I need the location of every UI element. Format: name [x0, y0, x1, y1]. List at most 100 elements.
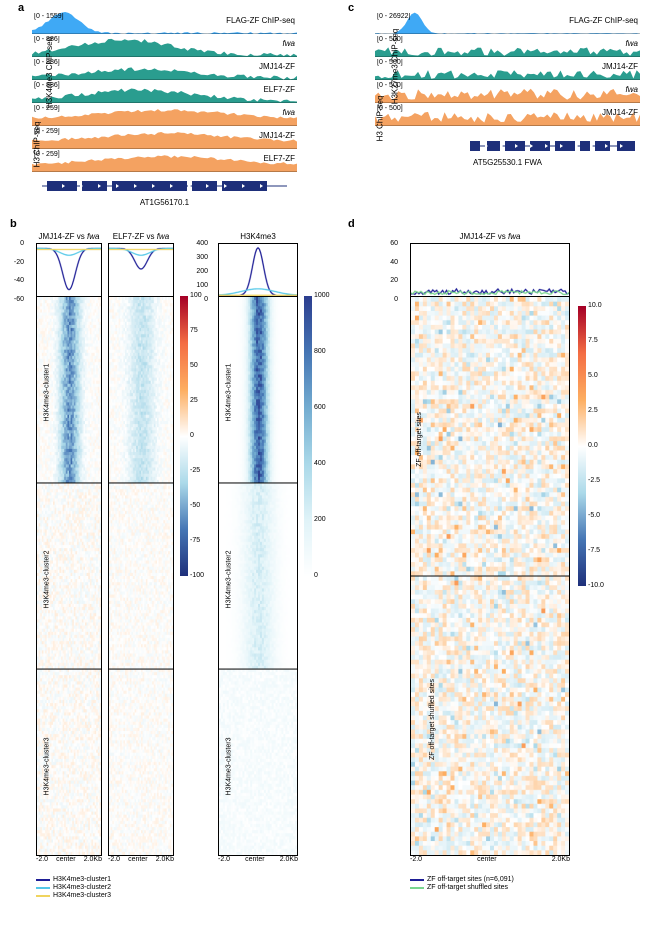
axis-tick-label: 2.0Kb — [156, 856, 174, 863]
legend-swatch — [36, 895, 50, 897]
panel-c-label: c — [348, 2, 354, 14]
track-label: fwa — [283, 39, 295, 48]
chipseq-side-label: H3 ChIP-seq — [375, 96, 384, 142]
yaxis-tick: -20 — [14, 259, 24, 266]
colorbar-tick: -75 — [190, 537, 200, 544]
genome-track: [0 - 500]fwa — [375, 81, 640, 103]
colorbar-tick: 10.0 — [588, 302, 602, 309]
track-range: [0 - 26922] — [377, 13, 410, 20]
colorbar-tick: 50 — [190, 362, 198, 369]
track-label: ELF7-ZF — [263, 154, 295, 163]
colorbar-tick: -25 — [190, 467, 200, 474]
gene-name-label: AT1G56170.1 — [32, 198, 297, 207]
heatmap-section-label: H3K4me3-cluster1 — [225, 364, 232, 422]
genome-track: [0 - 886]JMJ14-ZF — [32, 58, 297, 80]
heatmap-section-label: H3K4me3-cluster1 — [43, 364, 50, 422]
gene-model: AT1G56170.1 — [32, 178, 297, 207]
legend-label: H3K4me3-cluster1 — [53, 876, 111, 883]
profile-plot: JMJ14-ZF vs fwa — [410, 232, 570, 299]
legend-swatch — [410, 887, 424, 889]
profile-title: JMJ14-ZF vs fwa — [410, 232, 570, 241]
colorbar-tick: -7.5 — [588, 547, 600, 554]
yaxis-tick: -60 — [14, 296, 24, 303]
axis-tick-label: -2.0 — [218, 856, 230, 863]
heatmap-xaxis: -2.0 center 2.0Kb — [218, 856, 298, 863]
gene-model: AT5G25530.1 FWA — [375, 138, 640, 167]
axis-tick-label: -2.0 — [36, 856, 48, 863]
track-label: ELF7-ZF — [263, 85, 295, 94]
heatmap: -2.0 center 2.0Kb — [108, 296, 174, 863]
track-label: JMJ14-ZF — [259, 62, 295, 71]
genome-track: [0 - 886]ELF7-ZF — [32, 81, 297, 103]
colorbar-tick: 2.5 — [588, 407, 598, 414]
heatmap-xaxis: -2.0 center 2.0Kb — [108, 856, 174, 863]
gene-name-label: AT5G25530.1 FWA — [375, 158, 640, 167]
colorbar-tick: 600 — [314, 404, 326, 411]
axis-tick-label: center — [477, 856, 496, 863]
yaxis-tick: 20 — [390, 277, 398, 284]
legend-label: H3K4me3-cluster3 — [53, 892, 111, 899]
legend-label: H3K4me3-cluster2 — [53, 884, 111, 891]
axis-tick-label: center — [245, 856, 264, 863]
track-label: fwa — [283, 108, 295, 117]
legend-item: ZF off-target shuffled sites — [410, 884, 514, 891]
legend-swatch — [36, 879, 50, 881]
colorbar-tick: 400 — [314, 460, 326, 467]
axis-tick-label: 2.0Kb — [280, 856, 298, 863]
chipseq-side-label: H3 ChIP-seq — [32, 122, 41, 168]
colorbar-tick: 75 — [190, 327, 198, 334]
colorbar-tick: 800 — [314, 348, 326, 355]
profile-plot: ELF7-ZF vs fwa — [108, 232, 174, 299]
colorbar-tick: -100 — [190, 572, 204, 579]
colorbar: 1007550250-25-50-75-100 — [180, 296, 188, 576]
legend: H3K4me3-cluster1H3K4me3-cluster2H3K4me3-… — [36, 876, 111, 900]
track-range: [0 - 1559] — [34, 13, 64, 20]
axis-tick-label: -2.0 — [108, 856, 120, 863]
heatmap-section-label: H3K4me3-cluster2 — [225, 551, 232, 609]
yaxis-tick: 60 — [390, 240, 398, 247]
colorbar-tick: 200 — [314, 516, 326, 523]
colorbar: 10.07.55.02.50.0-2.5-5.0-7.5-10.0 — [578, 306, 586, 586]
colorbar-tick: -2.5 — [588, 477, 600, 484]
heatmap-section-label: H3K4me3-cluster2 — [43, 551, 50, 609]
colorbar-tick: 0 — [190, 432, 194, 439]
profile-plot: H3K4me3 — [218, 232, 298, 299]
heatmap-section-label: H3K4me3-cluster3 — [225, 737, 232, 795]
yaxis-tick: 0 — [394, 296, 398, 303]
axis-tick-label: center — [128, 856, 147, 863]
legend: ZF off-target sites (n=6,091)ZF off-targ… — [410, 876, 514, 892]
yaxis-tick: 400 — [196, 240, 208, 247]
heatmap-xaxis: -2.0 center 2.0Kb — [36, 856, 102, 863]
profile-title: JMJ14-ZF vs fwa — [36, 232, 102, 241]
genome-track: [0 - 259]ELF7-ZF — [32, 150, 297, 172]
track-label: fwa — [626, 85, 638, 94]
yaxis-tick: 0 — [204, 296, 208, 303]
yaxis-tick: 200 — [196, 268, 208, 275]
legend-item: H3K4me3-cluster3 — [36, 892, 111, 899]
legend-item: H3K4me3-cluster1 — [36, 876, 111, 883]
colorbar-tick: 100 — [190, 292, 202, 299]
colorbar-tick: 5.0 — [588, 372, 598, 379]
legend-swatch — [410, 879, 424, 881]
panel-a-label: a — [18, 2, 24, 14]
heatmap-section-label: H3K4me3-cluster3 — [43, 737, 50, 795]
panel-c-tracks: [0 - 26922] FLAG-ZF ChIP-seq [0 - 500]fwa [… — [375, 12, 640, 127]
track-label: FLAG-ZF ChIP-seq — [569, 16, 638, 25]
heatmap-section-label: ZF off-target shuffled sites — [429, 679, 436, 760]
colorbar-tick: 0 — [314, 572, 318, 579]
panel-b-label: b — [10, 218, 17, 230]
axis-tick-label: 2.0Kb — [552, 856, 570, 863]
genome-track: [0 - 1559]FLAG-ZF ChIP-seq — [32, 12, 297, 34]
track-label: fwa — [626, 39, 638, 48]
yaxis-tick: 0 — [20, 240, 24, 247]
colorbar-tick: -5.0 — [588, 512, 600, 519]
genome-track: [0 - 26922] FLAG-ZF ChIP-seq — [375, 12, 640, 34]
axis-tick-label: center — [56, 856, 75, 863]
profile-title: ELF7-ZF vs fwa — [108, 232, 174, 241]
colorbar-tick: 7.5 — [588, 337, 598, 344]
panel-a-tracks: [0 - 1559]FLAG-ZF ChIP-seq[0 - 886]fwa[0… — [32, 12, 297, 173]
chipseq-side-label: H3K27me3 ChIP-seq — [390, 29, 399, 105]
axis-tick-label: 2.0Kb — [84, 856, 102, 863]
legend-item: H3K4me3-cluster2 — [36, 884, 111, 891]
genome-track: [0 - 259]fwa — [32, 104, 297, 126]
